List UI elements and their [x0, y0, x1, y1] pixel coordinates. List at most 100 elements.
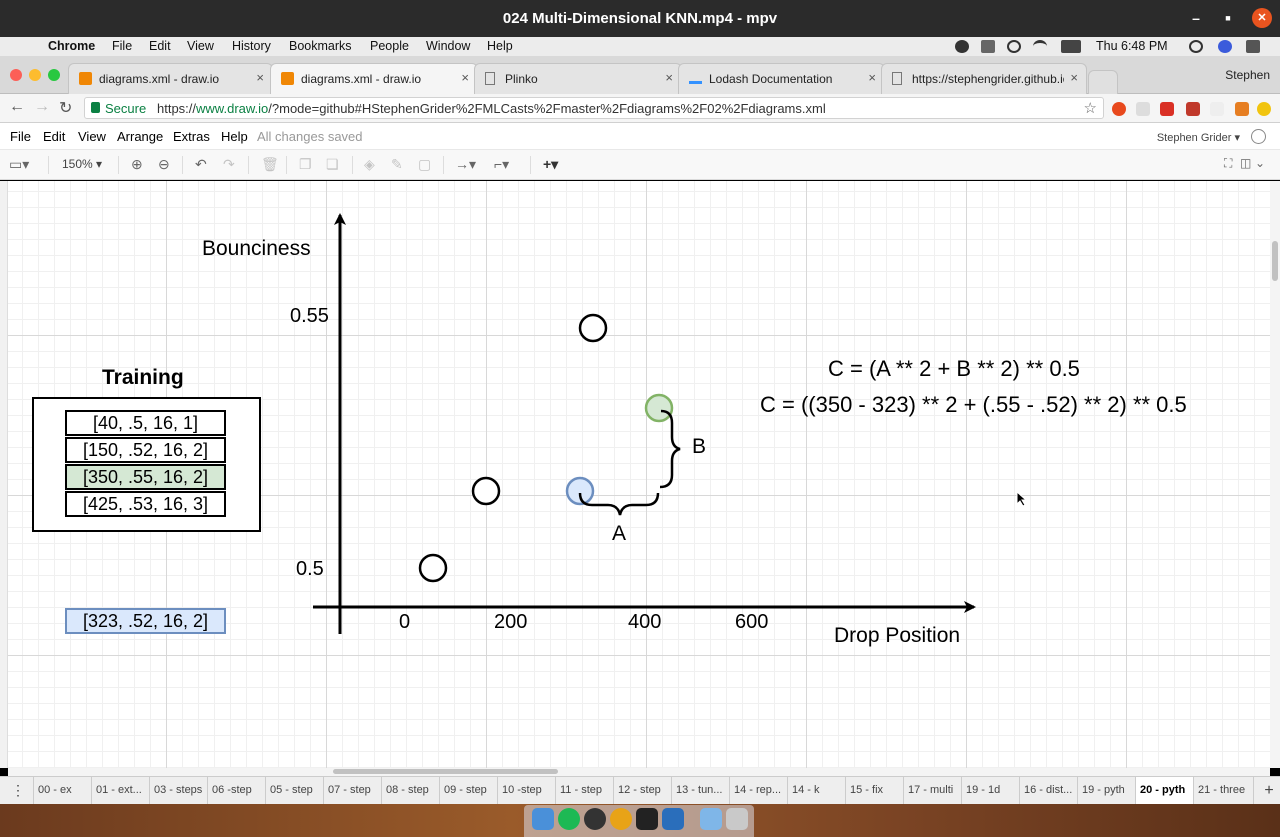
horizontal-scrollbar[interactable] — [8, 768, 1270, 776]
forward-icon[interactable]: → — [34, 98, 50, 115]
trash-icon[interactable] — [726, 808, 748, 830]
training-point-highlighted[interactable] — [644, 393, 674, 423]
page-tab[interactable]: 05 - step — [265, 777, 323, 804]
globe-icon[interactable] — [1251, 129, 1266, 144]
undo-icon[interactable]: ↶ — [195, 156, 207, 172]
shadow-icon[interactable]: ▢ — [418, 156, 432, 172]
profile-name[interactable]: Stephen — [1225, 68, 1270, 82]
metamask-icon[interactable] — [1235, 102, 1249, 116]
diagram-canvas[interactable]: Bounciness Drop Position 0.55 0.5 0 200 … — [8, 181, 1270, 768]
menu-help[interactable]: Help — [487, 39, 513, 53]
menu-chrome[interactable]: Chrome — [48, 39, 96, 53]
connection-icon[interactable]: →▾ — [455, 156, 477, 172]
page-tab[interactable]: 10 -step — [497, 777, 555, 804]
notifications-icon[interactable] — [1246, 40, 1260, 53]
data-point[interactable] — [471, 476, 501, 506]
brace-a[interactable] — [578, 492, 660, 516]
drawio-menu-help[interactable]: Help — [221, 129, 248, 144]
scrollbar-thumb[interactable] — [1272, 241, 1278, 281]
drawio-menu-view[interactable]: View — [78, 129, 106, 144]
maximize-button[interactable]: ■ — [1225, 13, 1231, 23]
tab-drawio-1[interactable]: diagrams.xml - draw.io × — [68, 63, 273, 94]
reload-icon[interactable]: ↻ — [59, 100, 73, 117]
drawio-menu-edit[interactable]: Edit — [43, 129, 66, 144]
pages-menu-icon[interactable]: ⋮ — [11, 782, 25, 798]
spotify-icon[interactable] — [558, 808, 580, 830]
training-row-highlighted[interactable]: [350, .55, 16, 2] — [65, 464, 226, 490]
url-input[interactable]: Secure https://www.draw.io/?mode=github#… — [84, 97, 1104, 119]
menu-edit[interactable]: Edit — [149, 39, 171, 53]
docker-icon[interactable] — [981, 40, 995, 53]
bookmark-star-icon[interactable]: ☆ — [1083, 100, 1097, 117]
training-row[interactable]: [150, .52, 16, 2] — [65, 437, 226, 463]
tab-close-icon[interactable]: × — [868, 70, 876, 85]
status-app-icon[interactable] — [955, 40, 969, 53]
collapse-icon[interactable]: ⌄ — [1255, 156, 1266, 170]
page-tab[interactable]: 11 - step — [555, 777, 613, 804]
add-page-button[interactable]: + — [1253, 777, 1280, 804]
folder-icon[interactable] — [700, 808, 722, 830]
menu-history[interactable]: History — [232, 39, 271, 53]
tab-github-io[interactable]: https://stephengrider.github.io × — [881, 63, 1087, 94]
drawio-menu-extras[interactable]: Extras — [173, 129, 210, 144]
clock[interactable]: Thu 6:48 PM — [1096, 39, 1168, 53]
wifi-icon[interactable] — [1033, 40, 1047, 53]
delete-icon[interactable]: 🗑 — [261, 156, 279, 172]
menu-people[interactable]: People — [370, 39, 409, 53]
page-tab[interactable]: 07 - step — [323, 777, 381, 804]
scrollbar-thumb[interactable] — [333, 769, 558, 774]
close-button[interactable]: ✕ — [1252, 8, 1272, 28]
to-back-icon[interactable]: ❏ — [326, 156, 339, 172]
brace-b[interactable] — [659, 409, 681, 489]
to-front-icon[interactable]: ❐ — [299, 156, 312, 172]
training-row[interactable]: [425, .53, 16, 3] — [65, 491, 226, 517]
menu-window[interactable]: Window — [426, 39, 471, 53]
traffic-minimize-icon[interactable] — [29, 69, 41, 81]
tab-close-icon[interactable]: × — [256, 70, 264, 85]
zoom-select[interactable]: 150% ▾ — [62, 157, 103, 171]
css-extension-icon[interactable] — [1136, 102, 1150, 116]
data-point[interactable] — [578, 313, 608, 343]
menu-view[interactable]: View — [187, 39, 214, 53]
waypoints-icon[interactable]: ⌐▾ — [494, 156, 510, 172]
test-point-record[interactable]: [323, .52, 16, 2] — [65, 608, 226, 634]
page-tab[interactable]: 14 - rep... — [729, 777, 787, 804]
traffic-zoom-icon[interactable] — [48, 69, 60, 81]
page-tab[interactable]: 14 - k — [787, 777, 845, 804]
minimize-button[interactable]: – — [1192, 10, 1200, 26]
fill-color-icon[interactable]: ◈ — [364, 156, 375, 172]
insert-icon[interactable]: +▾ — [543, 156, 559, 172]
traffic-close-icon[interactable] — [10, 69, 22, 81]
new-tab-button[interactable] — [1088, 70, 1118, 94]
page-tab[interactable]: 16 - dist... — [1019, 777, 1077, 804]
page-tab[interactable]: 00 - ex — [33, 777, 91, 804]
extension-icon[interactable] — [1186, 102, 1200, 116]
extension-icon[interactable] — [1160, 102, 1174, 116]
page-tab[interactable]: 12 - step — [613, 777, 671, 804]
page-tab[interactable]: 09 - step — [439, 777, 497, 804]
page-tab[interactable]: 03 - steps — [149, 777, 207, 804]
page-tab[interactable]: 17 - multi — [903, 777, 961, 804]
zoom-out-icon[interactable]: ⊖ — [158, 156, 170, 172]
page-tab[interactable]: 19 - 1d — [961, 777, 1019, 804]
fullscreen-icon[interactable]: ⛶ — [1224, 156, 1233, 170]
menu-bookmarks[interactable]: Bookmarks — [289, 39, 352, 53]
line-color-icon[interactable]: ✎ — [391, 156, 403, 172]
page-tab[interactable]: 08 - step — [381, 777, 439, 804]
siri-icon[interactable] — [1218, 40, 1232, 53]
page-tab[interactable]: 21 - three — [1193, 777, 1251, 804]
page-tab[interactable]: 19 - pyth — [1077, 777, 1135, 804]
opera-extension-icon[interactable] — [1112, 102, 1126, 116]
left-sidebar-collapsed[interactable] — [0, 181, 8, 768]
tab-drawio-2[interactable]: diagrams.xml - draw.io × — [270, 63, 478, 94]
search-icon[interactable] — [1189, 40, 1203, 53]
drawio-menu-file[interactable]: File — [10, 129, 31, 144]
zoom-in-icon[interactable]: ⊕ — [131, 156, 143, 172]
finder-icon[interactable] — [532, 808, 554, 830]
tab-close-icon[interactable]: × — [665, 70, 673, 85]
split-panel-icon[interactable]: ◫ — [1240, 156, 1252, 170]
training-row[interactable]: [40, .5, 16, 1] — [65, 410, 226, 436]
page-tab[interactable]: 06 -step — [207, 777, 265, 804]
tab-lodash[interactable]: Lodash Documentation × — [678, 63, 885, 94]
back-icon[interactable]: ← — [9, 98, 25, 115]
